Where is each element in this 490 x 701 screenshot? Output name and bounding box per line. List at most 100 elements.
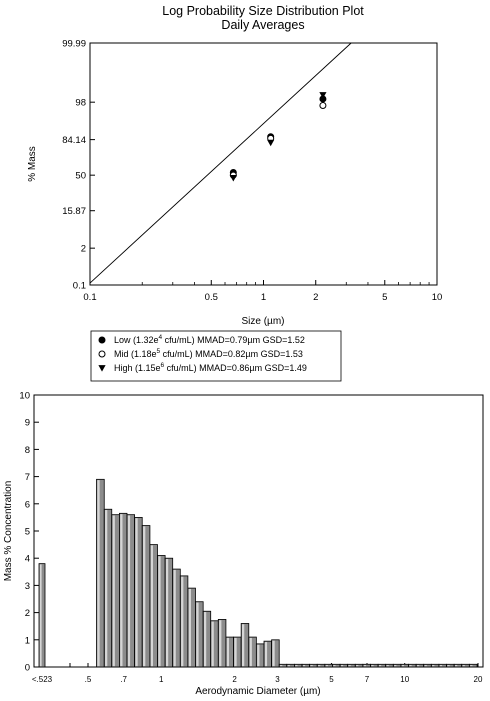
hist-x-tick-label: 5: [329, 675, 334, 684]
hist-bar: [195, 601, 204, 668]
hist-y-tick-label: 3: [25, 581, 30, 592]
hist-bar: [134, 517, 143, 668]
hist-bar: [187, 587, 196, 668]
hist-bar: [446, 663, 455, 668]
hist-bar: [316, 663, 326, 668]
prob-legend-marker: [98, 365, 106, 372]
hist-bar: [370, 663, 379, 668]
prob-x-axis-label: Size (µm): [242, 316, 285, 327]
prob-y-axis-label: % Mass: [27, 146, 38, 182]
prob-legend-label: Low (1.32e4 cfu/mL) MMAD=0.79µm GSD=1.52: [114, 334, 305, 345]
hist-bar: [103, 508, 113, 668]
hist-bar: [172, 568, 181, 668]
hist-bar: [453, 663, 463, 668]
prob-y-axis: 0.1 2 15.87 50 84.14 98 99.99: [62, 39, 95, 292]
prob-legend-label: Mid (1.18e5 cfu/mL) MMAD=0.82µm GSD=1.53: [114, 348, 303, 359]
hist-bar: [225, 636, 234, 668]
prob-legend-marker: [98, 350, 106, 358]
hist-bar: [301, 663, 311, 668]
hist-bar: [210, 620, 219, 668]
prob-fit-line: [89, 42, 352, 284]
prob-y-tick-label: 15.87: [62, 206, 86, 217]
hist-bar: [248, 636, 257, 668]
hist-x-axis-label: Aerodynamic Diameter (µm): [195, 686, 320, 697]
hist-y-tick-label: 5: [25, 527, 30, 538]
hist-y-tick-label: 1: [25, 635, 30, 646]
prob-point-series-3: [229, 174, 237, 182]
hist-y-tick-label: 10: [19, 391, 30, 402]
hist-bar: [96, 478, 105, 668]
hist-bar: [164, 557, 174, 668]
hist-x-tick-label: 7: [365, 675, 370, 684]
hist-x-tick-label: .7: [120, 675, 127, 684]
hist-y-tick-label: 7: [25, 472, 30, 483]
hist-y-tick-label: 4: [25, 554, 30, 565]
prob-point-series-3: [319, 92, 327, 99]
hist-bar: [119, 512, 128, 668]
hist-chart: 0 1 2 3 4 5 6 7 8 9 10 <.523 .5 .7 1 2 3 5 7 10 20 Mass % C…: [3, 391, 484, 697]
prob-chart: Log Probability Size Distribution Plot D…: [27, 4, 442, 382]
hist-bar: [415, 663, 425, 668]
prob-point-series-3: [267, 139, 275, 147]
hist-bar: [294, 663, 303, 668]
hist-x-tick-label: 20: [474, 675, 483, 684]
hist-y-tick-label: 9: [25, 418, 30, 429]
hist-bar: [149, 544, 158, 668]
hist-x-tick-label: 3: [275, 675, 280, 684]
hist-y-tick-label: 2: [25, 608, 30, 619]
prob-legend-box: [90, 330, 342, 382]
hist-x-tick-label: .5: [85, 675, 92, 684]
prob-x-tick-label: 10: [432, 292, 443, 303]
hist-bar: [309, 663, 318, 668]
prob-point-series-2: [319, 102, 327, 110]
hist-bar: [339, 663, 349, 668]
prob-x-tick-label: 0.1: [83, 292, 96, 303]
prob-x-axis: 0.1 0.5 1 2 5 10: [83, 280, 442, 303]
hist-bar: [468, 663, 478, 668]
prob-y-tick-label: 99.99: [62, 39, 86, 50]
hist-bar: [438, 663, 447, 668]
prob-data-points: [229, 92, 327, 182]
prob-plot-frame: [89, 42, 438, 286]
hist-bar-undersize: [38, 563, 46, 668]
hist-y-tick-label: 8: [25, 445, 30, 456]
hist-bar: [286, 663, 295, 668]
prob-y-tick-label: 0.1: [73, 281, 86, 292]
hist-y-axis-label: Mass % Concentration: [3, 481, 14, 582]
prob-legend-label: High (1.15e6 cfu/mL) MMAD=0.86µm GSD=1.4…: [114, 362, 307, 373]
hist-bar: [141, 525, 151, 668]
hist-bar: [430, 663, 440, 668]
hist-bar: [392, 663, 402, 668]
hist-bar: [278, 663, 288, 668]
prob-title: Log Probability Size Distribution Plot: [162, 4, 364, 18]
hist-bar: [324, 663, 333, 668]
hist-bar: [202, 610, 212, 668]
hist-bar: [377, 663, 387, 668]
hist-bar: [126, 514, 136, 668]
hist-x-tick-label: <.523: [32, 675, 53, 684]
hist-bar: [461, 663, 470, 668]
prob-y-tick-label: 50: [75, 171, 86, 182]
hist-bars: [38, 478, 478, 668]
hist-bar: [111, 514, 120, 668]
hist-bar: [240, 623, 250, 668]
hist-bar: [408, 663, 417, 668]
prob-y-tick-label: 2: [81, 244, 86, 255]
hist-y-tick-label: 0: [25, 663, 30, 674]
hist-bar: [157, 555, 166, 668]
hist-x-tick-label: 1: [159, 675, 164, 684]
hist-bar: [217, 619, 227, 668]
hist-bar: [179, 575, 189, 668]
hist-y-tick-label: 6: [25, 499, 30, 510]
prob-y-tick-label: 98: [75, 98, 86, 109]
prob-x-tick-label: 2: [313, 292, 318, 303]
hist-bar: [362, 663, 371, 668]
hist-bar: [271, 639, 280, 668]
hist-bar: [400, 663, 409, 668]
hist-x-tick-label: 10: [400, 675, 409, 684]
hist-bar: [233, 636, 242, 668]
hist-bar: [423, 663, 432, 668]
hist-bar: [332, 663, 341, 668]
prob-x-tick-label: 1: [261, 292, 266, 303]
hist-bar: [263, 640, 272, 668]
